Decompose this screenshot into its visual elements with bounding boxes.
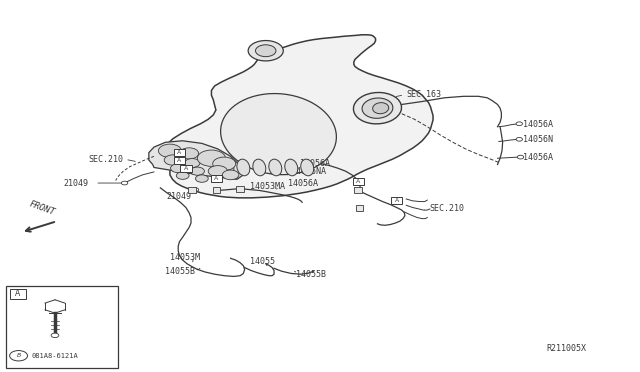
FancyBboxPatch shape [356, 205, 364, 211]
Text: A: A [177, 150, 182, 155]
Circle shape [190, 167, 204, 175]
Text: 14056A: 14056A [523, 153, 553, 161]
Circle shape [184, 158, 200, 167]
Circle shape [164, 155, 182, 165]
Text: 21049: 21049 [167, 192, 192, 201]
Circle shape [171, 164, 186, 173]
Ellipse shape [372, 103, 388, 114]
Ellipse shape [353, 93, 401, 124]
Text: 14056NA: 14056NA [291, 167, 326, 176]
Polygon shape [165, 35, 433, 198]
Circle shape [212, 157, 236, 170]
FancyBboxPatch shape [212, 187, 220, 193]
Text: A: A [184, 166, 188, 171]
Circle shape [192, 188, 198, 192]
Circle shape [208, 166, 227, 177]
Circle shape [159, 144, 181, 157]
Text: 14053M: 14053M [170, 253, 200, 262]
Text: A: A [356, 179, 360, 184]
Text: A: A [15, 289, 20, 298]
Ellipse shape [269, 159, 282, 176]
FancyBboxPatch shape [353, 178, 364, 185]
Ellipse shape [362, 98, 393, 118]
FancyBboxPatch shape [6, 286, 118, 368]
FancyBboxPatch shape [188, 187, 196, 193]
Circle shape [51, 333, 59, 337]
Text: 14056A: 14056A [288, 179, 318, 187]
Text: 14055: 14055 [250, 257, 275, 266]
Circle shape [195, 175, 208, 182]
Circle shape [122, 181, 128, 185]
Text: 14056A: 14056A [523, 121, 553, 129]
Circle shape [179, 148, 198, 159]
Text: B: B [17, 353, 20, 358]
Text: SEC.210: SEC.210 [430, 204, 465, 213]
FancyBboxPatch shape [173, 157, 185, 164]
Text: 14055B: 14055B [166, 267, 195, 276]
FancyBboxPatch shape [355, 187, 362, 193]
FancyBboxPatch shape [173, 149, 185, 156]
Text: 21049: 21049 [63, 179, 88, 187]
FancyBboxPatch shape [211, 175, 222, 182]
FancyBboxPatch shape [391, 198, 403, 204]
Ellipse shape [221, 159, 234, 176]
Text: 14056A: 14056A [300, 159, 330, 168]
Text: A: A [394, 198, 399, 203]
Ellipse shape [253, 159, 266, 176]
FancyBboxPatch shape [10, 289, 26, 299]
Text: 081A8-6121A: 081A8-6121A [31, 353, 78, 359]
Text: 14053MA: 14053MA [250, 182, 285, 191]
Ellipse shape [301, 159, 314, 176]
Text: A: A [177, 158, 182, 163]
Text: FRONT: FRONT [28, 200, 56, 218]
Circle shape [516, 137, 522, 141]
Ellipse shape [285, 159, 298, 176]
FancyBboxPatch shape [180, 165, 191, 171]
Circle shape [176, 172, 189, 179]
Text: 14056N: 14056N [523, 135, 553, 144]
Circle shape [10, 350, 28, 361]
Polygon shape [149, 141, 243, 179]
Text: R211005X: R211005X [547, 344, 587, 353]
Circle shape [222, 170, 239, 180]
Circle shape [516, 122, 522, 126]
Circle shape [197, 150, 225, 166]
Ellipse shape [221, 93, 337, 175]
Ellipse shape [248, 41, 284, 61]
Text: 14055B: 14055B [296, 270, 326, 279]
Ellipse shape [237, 159, 250, 176]
Text: A: A [214, 176, 219, 181]
FancyBboxPatch shape [236, 186, 244, 192]
Ellipse shape [255, 45, 276, 57]
Text: SEC.163: SEC.163 [407, 90, 442, 99]
Circle shape [517, 155, 524, 159]
Text: SEC.210: SEC.210 [89, 155, 124, 164]
